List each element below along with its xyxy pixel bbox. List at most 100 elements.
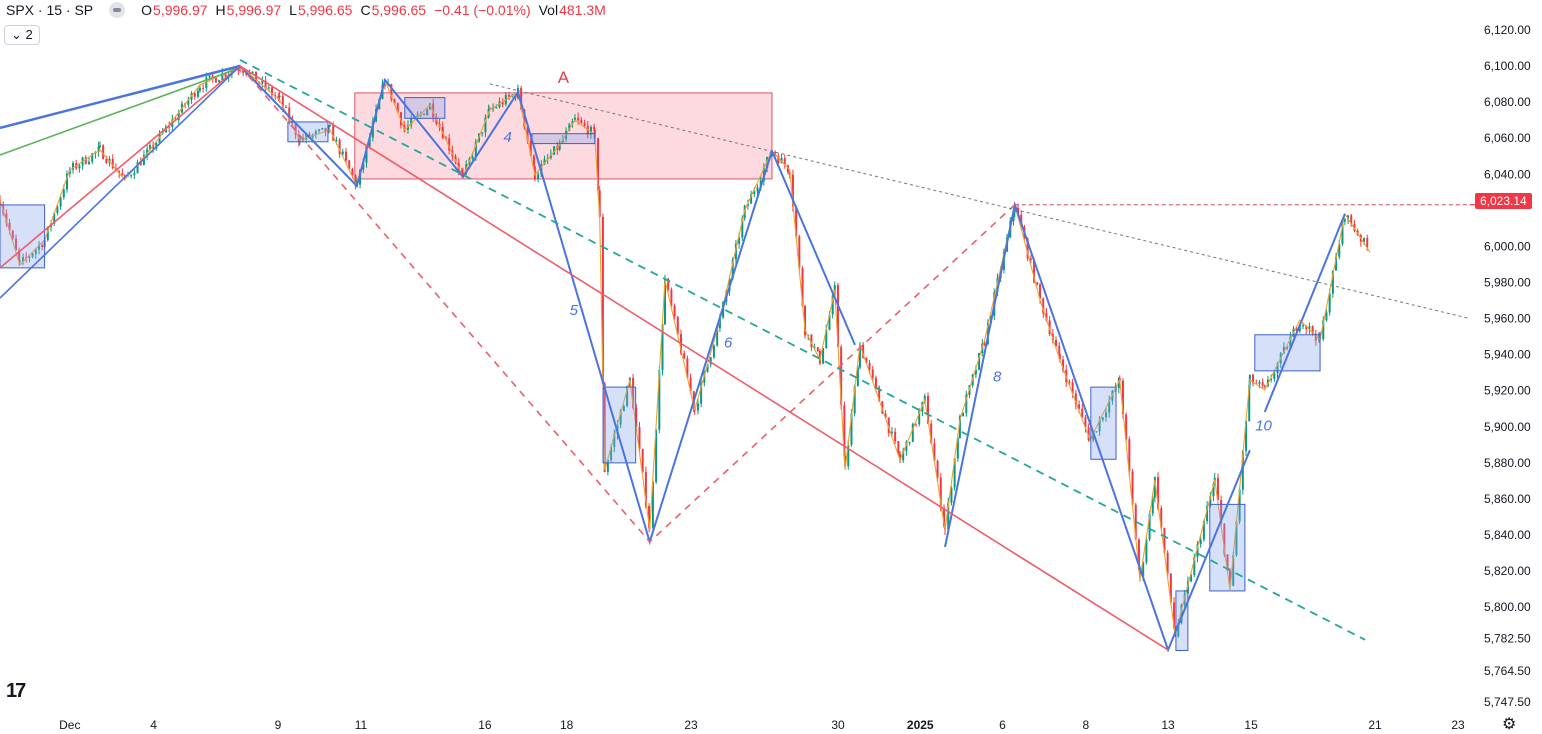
- candle-body: [1138, 569, 1141, 577]
- candle-body: [738, 237, 741, 244]
- candle-body: [978, 353, 981, 370]
- candle-body: [648, 506, 651, 528]
- candle-body: [791, 174, 794, 207]
- y-tick-label: 5,960.00: [1484, 312, 1531, 326]
- candle-body: [1366, 238, 1369, 248]
- x-tick-label: 8: [1083, 718, 1090, 732]
- x-tick-label: 13: [1161, 718, 1175, 732]
- candle-body: [1282, 346, 1285, 354]
- candle-body: [750, 194, 753, 204]
- candle-body: [1145, 539, 1148, 563]
- candle-body: [810, 334, 813, 348]
- gear-icon[interactable]: ⚙: [1502, 716, 1517, 733]
- candle-body: [644, 471, 647, 507]
- candle-body: [460, 170, 463, 173]
- indicators-toggle-button[interactable]: ⌄ 2: [4, 25, 40, 45]
- candle-body: [218, 80, 221, 83]
- candle-body: [1270, 378, 1273, 380]
- candle-body: [15, 238, 17, 251]
- candle-body: [1363, 238, 1366, 242]
- candle-body: [5, 213, 8, 223]
- candle-body: [1341, 221, 1344, 245]
- wave-label: 4: [503, 129, 511, 146]
- candle-body: [756, 187, 759, 192]
- symbol-title[interactable]: SPX · 15 · SP: [6, 2, 94, 18]
- candle-body: [965, 394, 968, 414]
- candle-body: [862, 344, 865, 358]
- candle-body: [285, 106, 288, 108]
- x-tick-label: 21: [1368, 718, 1382, 732]
- x-tick-label: 11: [355, 718, 368, 732]
- candle-body: [1311, 326, 1314, 334]
- candle-body: [1248, 385, 1251, 421]
- candle-body: [606, 459, 609, 472]
- candle-body: [926, 395, 929, 424]
- candle-body: [828, 314, 831, 330]
- candle-body: [532, 155, 535, 167]
- candle-body: [601, 216, 604, 384]
- x-tick-label: 23: [1451, 718, 1465, 732]
- candle-body: [270, 87, 273, 96]
- open-value: 5,996.97: [153, 2, 208, 18]
- candle-body: [123, 175, 126, 177]
- high-value: 5,996.97: [226, 2, 282, 18]
- candle-body: [324, 127, 327, 133]
- candle-body: [813, 347, 816, 349]
- candle-body: [348, 160, 351, 169]
- candle-body: [712, 345, 715, 358]
- market-status-icon[interactable]: [109, 2, 126, 18]
- last-price-label: 6,023.14: [1475, 193, 1532, 209]
- candle-body: [368, 137, 371, 147]
- candle-body: [577, 117, 580, 121]
- candle-body: [899, 453, 902, 461]
- candle-body: [1074, 393, 1077, 405]
- candle-body: [205, 77, 208, 89]
- y-tick-label: 5,764.50: [1484, 664, 1531, 678]
- y-tick-label: 5,747.50: [1484, 695, 1531, 709]
- x-tick-label: 23: [684, 718, 698, 732]
- candle-body: [34, 249, 37, 254]
- candle-body: [874, 377, 877, 388]
- candle-body: [603, 383, 606, 472]
- volume-label: Vol: [538, 2, 559, 18]
- candle-body: [8, 222, 11, 231]
- indicator-count: 2: [25, 27, 33, 42]
- candle-body: [568, 124, 571, 132]
- candle-body: [673, 305, 676, 317]
- volume-value: 481.3M: [559, 2, 606, 18]
- candle-body: [804, 306, 807, 336]
- candle-body: [561, 139, 564, 143]
- candle-body: [396, 103, 399, 113]
- candle-body: [1216, 477, 1219, 501]
- tradingview-logo-icon[interactable]: 17: [6, 680, 26, 702]
- candle-body: [59, 197, 62, 207]
- candle-body: [942, 507, 945, 526]
- candle-body: [1196, 544, 1199, 558]
- candle-body: [1263, 385, 1266, 387]
- candle-body: [661, 324, 664, 370]
- candle-body: [11, 230, 14, 239]
- candle-body: [72, 163, 75, 170]
- candle-body: [1193, 557, 1196, 576]
- candle-body: [709, 357, 712, 365]
- candle-body: [950, 487, 953, 503]
- candle-body: [484, 117, 487, 133]
- candle-body: [142, 154, 145, 166]
- candle-body: [858, 344, 861, 368]
- candle-body: [1252, 374, 1255, 384]
- candle-body: [936, 460, 939, 478]
- candle-body: [816, 347, 819, 351]
- candle-body: [706, 364, 709, 372]
- x-tick-label: Dec: [59, 718, 80, 732]
- candle-body: [1235, 521, 1238, 555]
- candle-body: [1232, 554, 1235, 586]
- candle-body: [1131, 471, 1134, 505]
- candle-body: [939, 477, 942, 508]
- candle-body: [28, 256, 31, 258]
- candle-body: [801, 268, 804, 307]
- candle-body: [31, 253, 34, 257]
- wave-label: 8: [993, 369, 1002, 386]
- candle-body: [321, 127, 324, 130]
- candle-body: [523, 109, 526, 128]
